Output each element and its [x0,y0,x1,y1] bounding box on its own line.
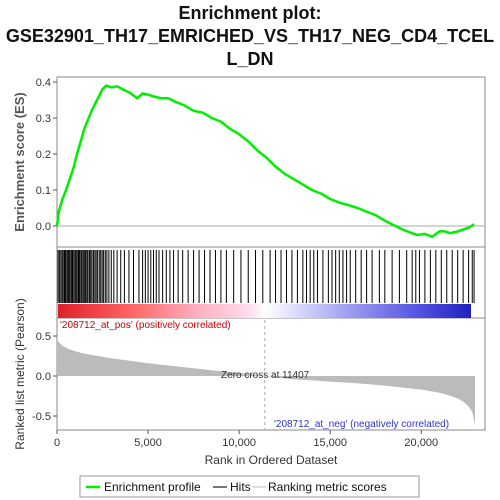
hit-markers [57,250,475,303]
legend-hits-label: Hits [230,480,251,494]
es-y-tick-label: 0.1 [36,185,51,197]
legend: Enrichment profile Hits Ranking metric s… [79,475,420,498]
x-tick-label: 20,000 [404,437,438,449]
metric-y-ticks: 0.5 0.0 -0.5 [32,331,57,423]
enrichment-profile-line [55,84,475,239]
x-tick-label: 10,000 [222,437,256,449]
title-line-1: Enrichment plot: [178,3,322,23]
metric-y-tick-label: 0.0 [36,371,51,383]
x-tick-label: 15,000 [313,437,347,449]
metric-y-tick-label: -0.5 [32,411,51,423]
x-tick-label: 5,000 [134,437,162,449]
x-axis-ticks: 0 5,000 10,000 15,000 20,000 [54,430,438,449]
zero-cross-label: Zero cross at 11407 [221,370,310,381]
legend-ranking-metric-label: Ranking metric scores [268,480,387,494]
es-y-axis-label: Enrichment score (ES) [12,92,27,231]
title-line-2: GSE32901_TH17_EMRICHED_VS_TH17_NEG_CD4_T… [5,26,495,46]
negative-correlation-label: '208712_at_neg' (negatively correlated) [274,419,449,430]
metric-y-axis-label: Ranked list metric (Pearson) [13,298,27,449]
ranking-metric-area [57,339,475,426]
x-axis-label: Rank in Ordered Dataset [205,453,338,467]
title-line-3: L_DN [226,49,274,69]
es-y-tick-label: 0.2 [36,149,51,161]
es-y-tick-label: 0.0 [36,221,51,233]
legend-box [79,475,420,498]
metric-y-tick-label: 0.5 [36,331,51,343]
positive-correlation-label: '208712_at_pos' (positively correlated) [60,320,231,331]
rank-color-bar [58,304,471,318]
chart-title: Enrichment plot: GSE32901_TH17_EMRICHED_… [0,2,500,71]
es-y-ticks: 0.0 0.1 0.2 0.3 0.4 [36,77,57,233]
legend-enrichment-profile-label: Enrichment profile [104,480,201,494]
es-y-tick-label: 0.3 [36,113,51,125]
es-y-tick-label: 0.4 [36,77,51,89]
x-tick-label: 0 [54,437,60,449]
